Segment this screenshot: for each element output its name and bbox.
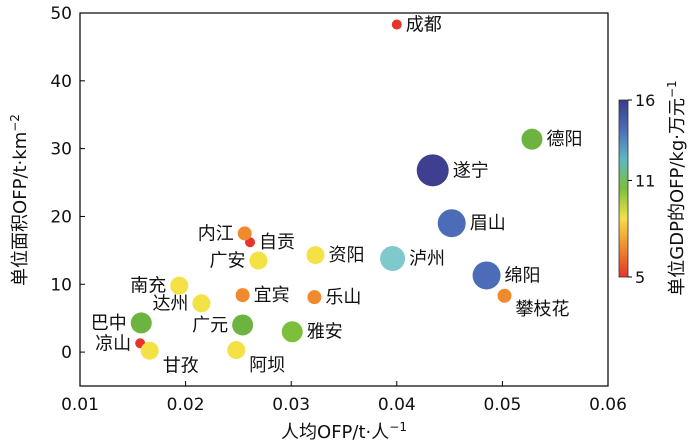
data-point xyxy=(472,261,501,290)
data-point xyxy=(497,288,512,303)
data-points xyxy=(130,19,543,360)
colorbar xyxy=(618,99,629,278)
point-label: 内江 xyxy=(198,223,234,244)
point-label: 德阳 xyxy=(546,129,582,150)
axis-ticks: 0.01 0.02 0.03 0.04 0.05 0.06 0 10 20 30 40 50 xyxy=(50,4,627,415)
x-tick-label: 0.05 xyxy=(483,395,521,415)
data-point xyxy=(281,321,303,343)
point-label: 广元 xyxy=(192,315,228,336)
point-label: 南充 xyxy=(130,276,166,297)
point-label: 乐山 xyxy=(325,287,361,308)
point-label: 资阳 xyxy=(328,245,364,266)
point-label: 凉山 xyxy=(95,333,131,354)
data-point xyxy=(192,294,211,313)
data-point xyxy=(235,288,250,303)
y-tick-label: 20 xyxy=(50,207,72,227)
data-point xyxy=(437,209,466,238)
data-point xyxy=(521,128,543,150)
y-tick-label: 10 xyxy=(50,275,72,295)
point-label: 达州 xyxy=(152,293,188,314)
point-label: 眉山 xyxy=(470,213,506,234)
data-point xyxy=(170,276,189,295)
point-label: 巴中 xyxy=(91,313,127,334)
data-point xyxy=(249,251,268,270)
data-point xyxy=(307,290,322,305)
y-tick-label: 30 xyxy=(50,140,72,160)
point-label: 甘孜 xyxy=(163,356,199,377)
colorbar-ticks: 5 11 16 xyxy=(628,91,655,287)
data-point xyxy=(130,312,152,334)
data-point xyxy=(140,341,159,360)
data-point xyxy=(391,19,402,30)
x-tick-label: 0.01 xyxy=(61,395,99,415)
point-label: 泸州 xyxy=(409,249,445,270)
data-point xyxy=(380,246,406,272)
data-point xyxy=(227,341,246,360)
point-label: 自贡 xyxy=(259,232,295,253)
point-label: 绵阳 xyxy=(505,265,541,286)
data-point xyxy=(306,246,325,265)
point-label: 宜宾 xyxy=(254,285,290,306)
y-tick-label: 40 xyxy=(50,72,72,92)
y-axis-title: 单位面积OFP/t·km−2 xyxy=(8,114,31,286)
x-tick-label: 0.04 xyxy=(378,395,416,415)
x-axis-title: 人均OFP/t·人−1 xyxy=(281,420,407,443)
colorbar-tick-label: 5 xyxy=(635,268,645,287)
point-label: 成都 xyxy=(406,15,442,36)
colorbar-title: 单位GDP的OFP/kg·万元−1 xyxy=(665,80,688,295)
x-tick-label: 0.03 xyxy=(272,395,310,415)
point-label: 雅安 xyxy=(307,322,343,343)
x-tick-label: 0.06 xyxy=(589,395,627,415)
x-tick-label: 0.02 xyxy=(167,395,205,415)
data-point xyxy=(416,154,449,187)
colorbar-tick-label: 11 xyxy=(635,171,655,190)
point-label: 广安 xyxy=(209,251,245,272)
y-tick-label: 50 xyxy=(50,4,72,24)
y-tick-label: 0 xyxy=(61,343,72,363)
plot-frame xyxy=(79,12,609,387)
point-label: 遂宁 xyxy=(453,160,489,181)
data-point xyxy=(232,314,254,336)
point-label: 攀枝花 xyxy=(516,299,570,320)
colorbar-tick-label: 16 xyxy=(635,91,655,110)
point-label: 阿坝 xyxy=(249,355,285,376)
data-point xyxy=(237,226,252,241)
